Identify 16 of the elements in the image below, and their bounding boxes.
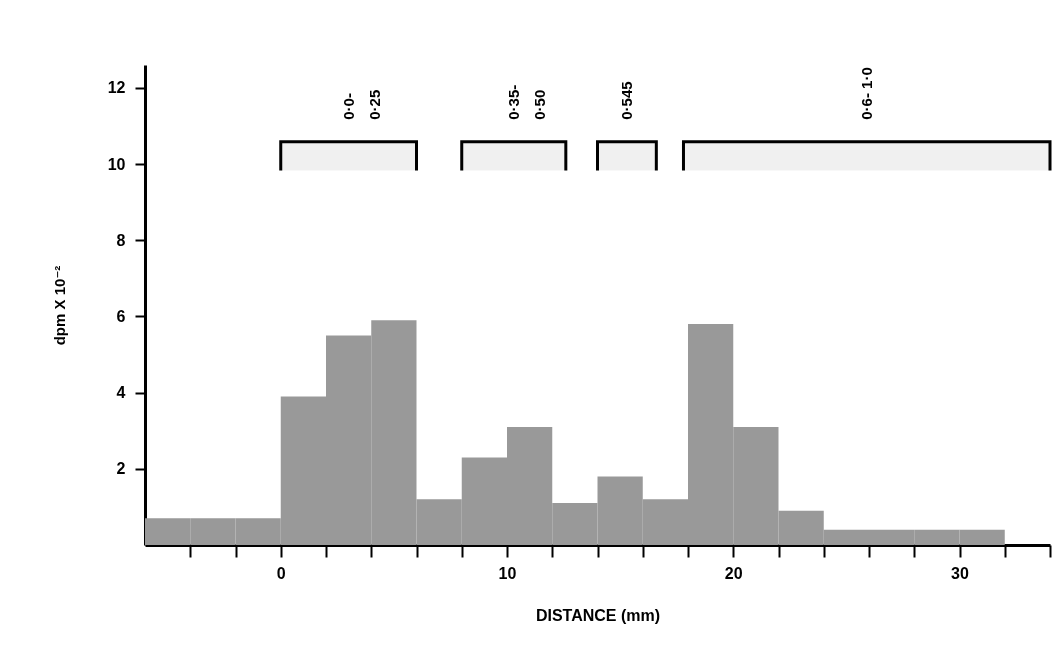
y-tick-label: 8	[116, 231, 126, 249]
x-tick-label: 10	[498, 564, 517, 582]
y-tick-label: 6	[116, 307, 126, 325]
x-tick-label: 0	[276, 564, 286, 582]
y-tick-label: 12	[107, 79, 126, 97]
x-tick-label: 20	[724, 564, 743, 582]
band-label: 0·545	[617, 81, 635, 120]
x-axis-title: DISTANCE (mm)	[535, 606, 661, 624]
y-axis-title: dpm X 10⁻²	[50, 265, 68, 346]
band-label: 0·35- 0·50	[504, 84, 548, 120]
band-label: 0·6- 1·0	[857, 67, 875, 120]
x-tick-label: 30	[951, 564, 969, 582]
y-tick-label: 4	[116, 384, 126, 402]
y-tick-label: 10	[107, 155, 126, 173]
band-label: 0·0- 0·25	[339, 89, 383, 120]
y-tick-label: 2	[116, 460, 126, 478]
